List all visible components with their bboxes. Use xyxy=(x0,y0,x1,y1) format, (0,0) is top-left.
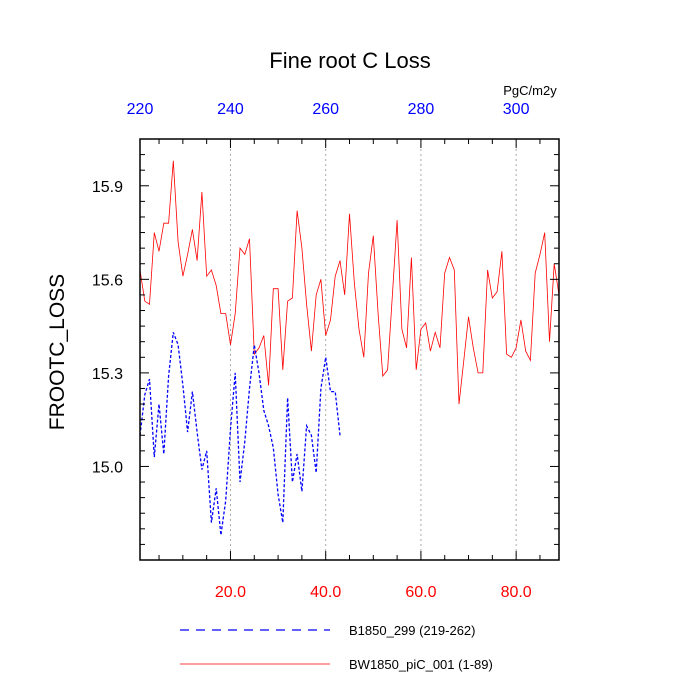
top-axis-unit: PgC/m2y xyxy=(503,83,557,98)
series-layer xyxy=(139,160,560,536)
legend-label: BW1850_piC_001 (1-89) xyxy=(349,657,493,672)
y-axis-label: FROOTC_LOSS xyxy=(46,274,69,430)
chart-title: Fine root C Loss xyxy=(269,48,430,73)
axis-layer: 20.0 40.0 60.0 80.0 220 240 260 280 300 15.0 15.3 1… xyxy=(92,101,559,601)
legend-label: B1850_299 (219-262) xyxy=(349,623,476,638)
x-tick-label: 60.0 xyxy=(405,584,436,601)
top-tick-label: 260 xyxy=(312,101,339,118)
legend: B1850_299 (219-262) BW1850_piC_001 (1-89) xyxy=(180,623,493,672)
top-tick-label: 220 xyxy=(127,101,154,118)
y-tick-label: 15.9 xyxy=(92,179,123,196)
y-tick-label: 15.0 xyxy=(92,459,123,476)
x-tick-label: 80.0 xyxy=(501,584,532,601)
top-tick-label: 280 xyxy=(408,101,435,118)
x-tick-label: 40.0 xyxy=(310,584,341,601)
top-tick-label: 300 xyxy=(503,101,530,118)
top-tick-label: 240 xyxy=(217,101,244,118)
x-tick-label: 20.0 xyxy=(215,584,246,601)
y-tick-label: 15.3 xyxy=(92,366,123,383)
series-line-bw1850 xyxy=(139,160,560,405)
y-tick-label: 15.6 xyxy=(92,272,123,289)
series-line-b1850 xyxy=(139,332,341,536)
grid-layer xyxy=(229,139,517,560)
